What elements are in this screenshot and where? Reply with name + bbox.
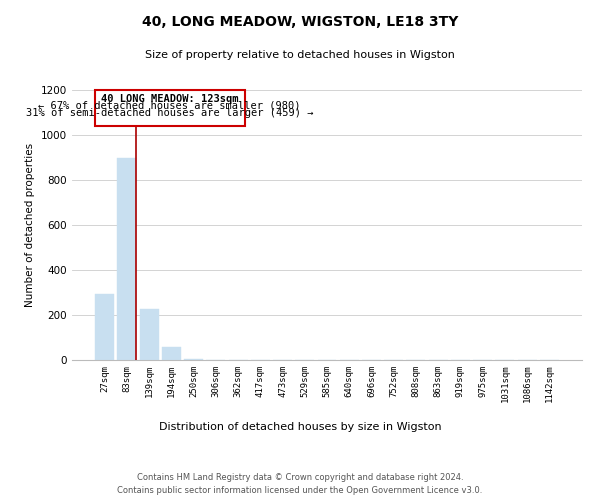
Bar — [184, 359, 203, 360]
Bar — [95, 294, 114, 360]
Bar — [118, 158, 136, 360]
Bar — [95, 90, 245, 126]
Text: ← 67% of detached houses are smaller (980): ← 67% of detached houses are smaller (98… — [38, 101, 301, 111]
Text: Contains public sector information licensed under the Open Government Licence v3: Contains public sector information licen… — [118, 486, 482, 495]
Bar — [140, 310, 158, 360]
Text: 40, LONG MEADOW, WIGSTON, LE18 3TY: 40, LONG MEADOW, WIGSTON, LE18 3TY — [142, 15, 458, 29]
Text: 40 LONG MEADOW: 123sqm: 40 LONG MEADOW: 123sqm — [101, 94, 238, 104]
Y-axis label: Number of detached properties: Number of detached properties — [25, 143, 35, 307]
Text: Contains HM Land Registry data © Crown copyright and database right 2024.: Contains HM Land Registry data © Crown c… — [137, 472, 463, 482]
Text: Size of property relative to detached houses in Wigston: Size of property relative to detached ho… — [145, 50, 455, 60]
Text: 31% of semi-detached houses are larger (459) →: 31% of semi-detached houses are larger (… — [26, 108, 313, 118]
Text: Distribution of detached houses by size in Wigston: Distribution of detached houses by size … — [158, 422, 442, 432]
Bar — [162, 347, 181, 360]
